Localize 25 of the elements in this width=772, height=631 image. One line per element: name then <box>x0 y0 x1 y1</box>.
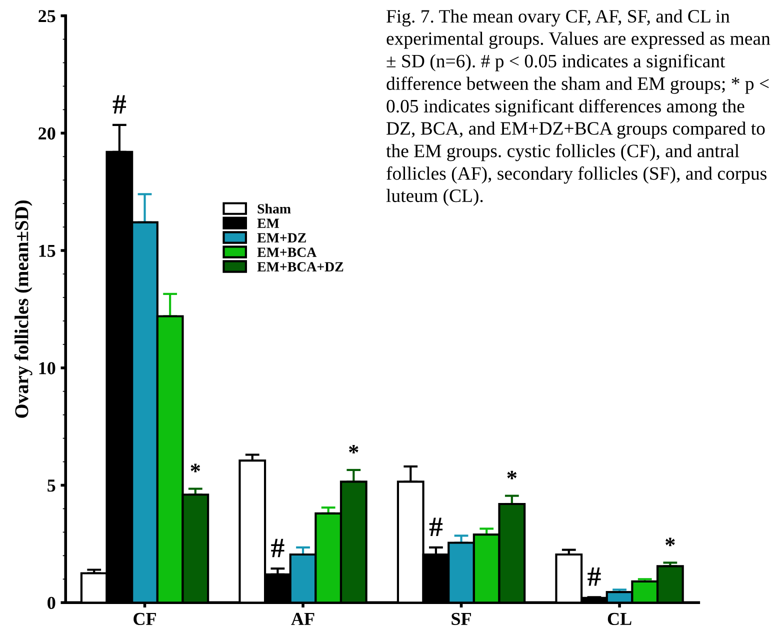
y-tick-label: 10 <box>39 362 56 374</box>
text: Fig. 7. The mean ovary CF, AF, SF, and CL in experimental groups. Values are expressed as mean ± SD (n=6). # p < 0.05 indicates a significant difference between the sham and EM groups; * p < 0.05 indicates significant differences among the DZ, BCA, and EM+DZ+BCA groups compared to the EM groups. cystic follicles (CF), and antral follicles (AF), secondary follicles (SF), and corpus luteum (CL). <box>386 9 770 206</box>
y-tick-label: 15 <box>39 244 56 257</box>
y-axis-title: Ovary follicles (mean±SD) <box>14 200 32 418</box>
annotation: * <box>666 538 675 546</box>
y-tick-label: 25 <box>38 10 56 22</box>
annotation: # <box>271 538 284 558</box>
annotation: # <box>112 95 126 114</box>
legend-label: EM+BCA+DZ <box>257 262 344 272</box>
legend-label: Sham <box>258 204 291 214</box>
annotation: * <box>507 470 517 480</box>
legend-label: EM <box>257 218 280 228</box>
x-tick-label: CL <box>608 612 632 626</box>
legend-label: EM+DZ <box>257 233 306 242</box>
y-tick-label: 20 <box>38 127 56 140</box>
annotation: * <box>190 464 200 472</box>
x-tick-label: CF <box>134 612 156 626</box>
y-tick-label: 0 <box>48 596 56 610</box>
annotation: * <box>349 445 358 454</box>
annotation: # <box>429 518 443 536</box>
y-tick-label: 5 <box>48 480 56 492</box>
x-tick-label: AF <box>291 612 314 625</box>
legend-label: EM+BCA <box>257 248 317 257</box>
x-tick-label: SF <box>452 612 471 626</box>
annotation: # <box>588 568 601 586</box>
